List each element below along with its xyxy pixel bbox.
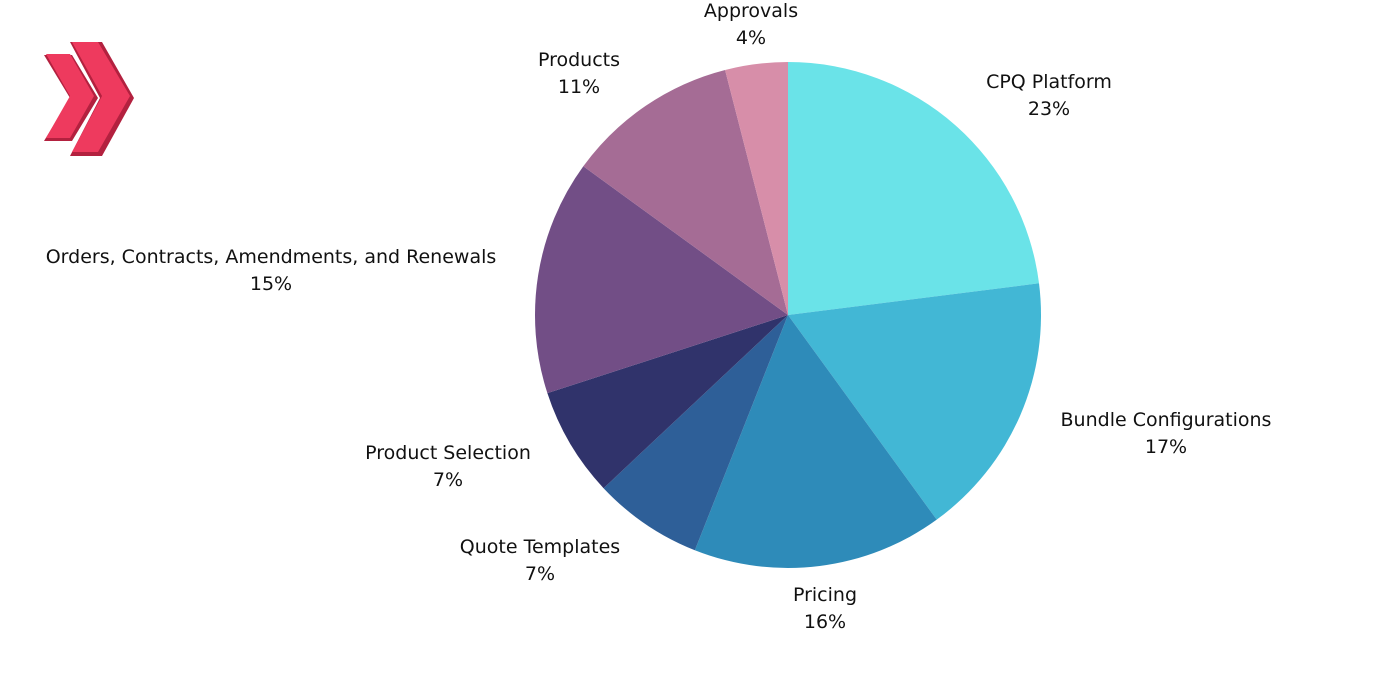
slice-label: Bundle Configurations — [1061, 409, 1272, 431]
pie-slices — [534, 62, 1042, 568]
slice-percent-label: 11% — [558, 76, 600, 98]
pie-labels: CPQ Platform 23% Bundle Configurations 17% P… — [46, 0, 1272, 633]
slice-percent-label: 23% — [1028, 98, 1070, 120]
pie-slice-products — [583, 69, 788, 315]
slice-percent-label: 16% — [804, 611, 846, 633]
pie-slice-cpq-platform — [788, 62, 1040, 315]
slice-label: Products — [538, 49, 620, 71]
slice-label: CPQ Platform — [986, 71, 1112, 93]
pie-slice-quote-templates — [603, 315, 788, 551]
slice-label: Approvals — [704, 0, 798, 22]
slice-percent-label: 7% — [433, 469, 463, 491]
slice-label: Product Selection — [365, 442, 531, 464]
pie-slice-approvals — [725, 62, 788, 315]
slice-label: Quote Templates — [460, 536, 620, 558]
slice-percent-label: 7% — [525, 563, 555, 585]
slice-label: Orders, Contracts, Amendments, and Renew… — [46, 246, 497, 268]
slice-percent-label: 15% — [250, 273, 292, 295]
slice-percent-label: 17% — [1145, 436, 1187, 458]
pie-slice-orders-contracts-amendments-and-renewals — [534, 166, 788, 394]
pie-slice-bundle-configurations — [788, 283, 1042, 520]
slice-percent-label: 4% — [736, 27, 766, 49]
slice-label: Pricing — [793, 584, 857, 606]
pie-slice-pricing — [694, 315, 937, 568]
pie-slice-product-selection — [547, 315, 788, 489]
double-chevron-right-icon — [44, 42, 134, 156]
